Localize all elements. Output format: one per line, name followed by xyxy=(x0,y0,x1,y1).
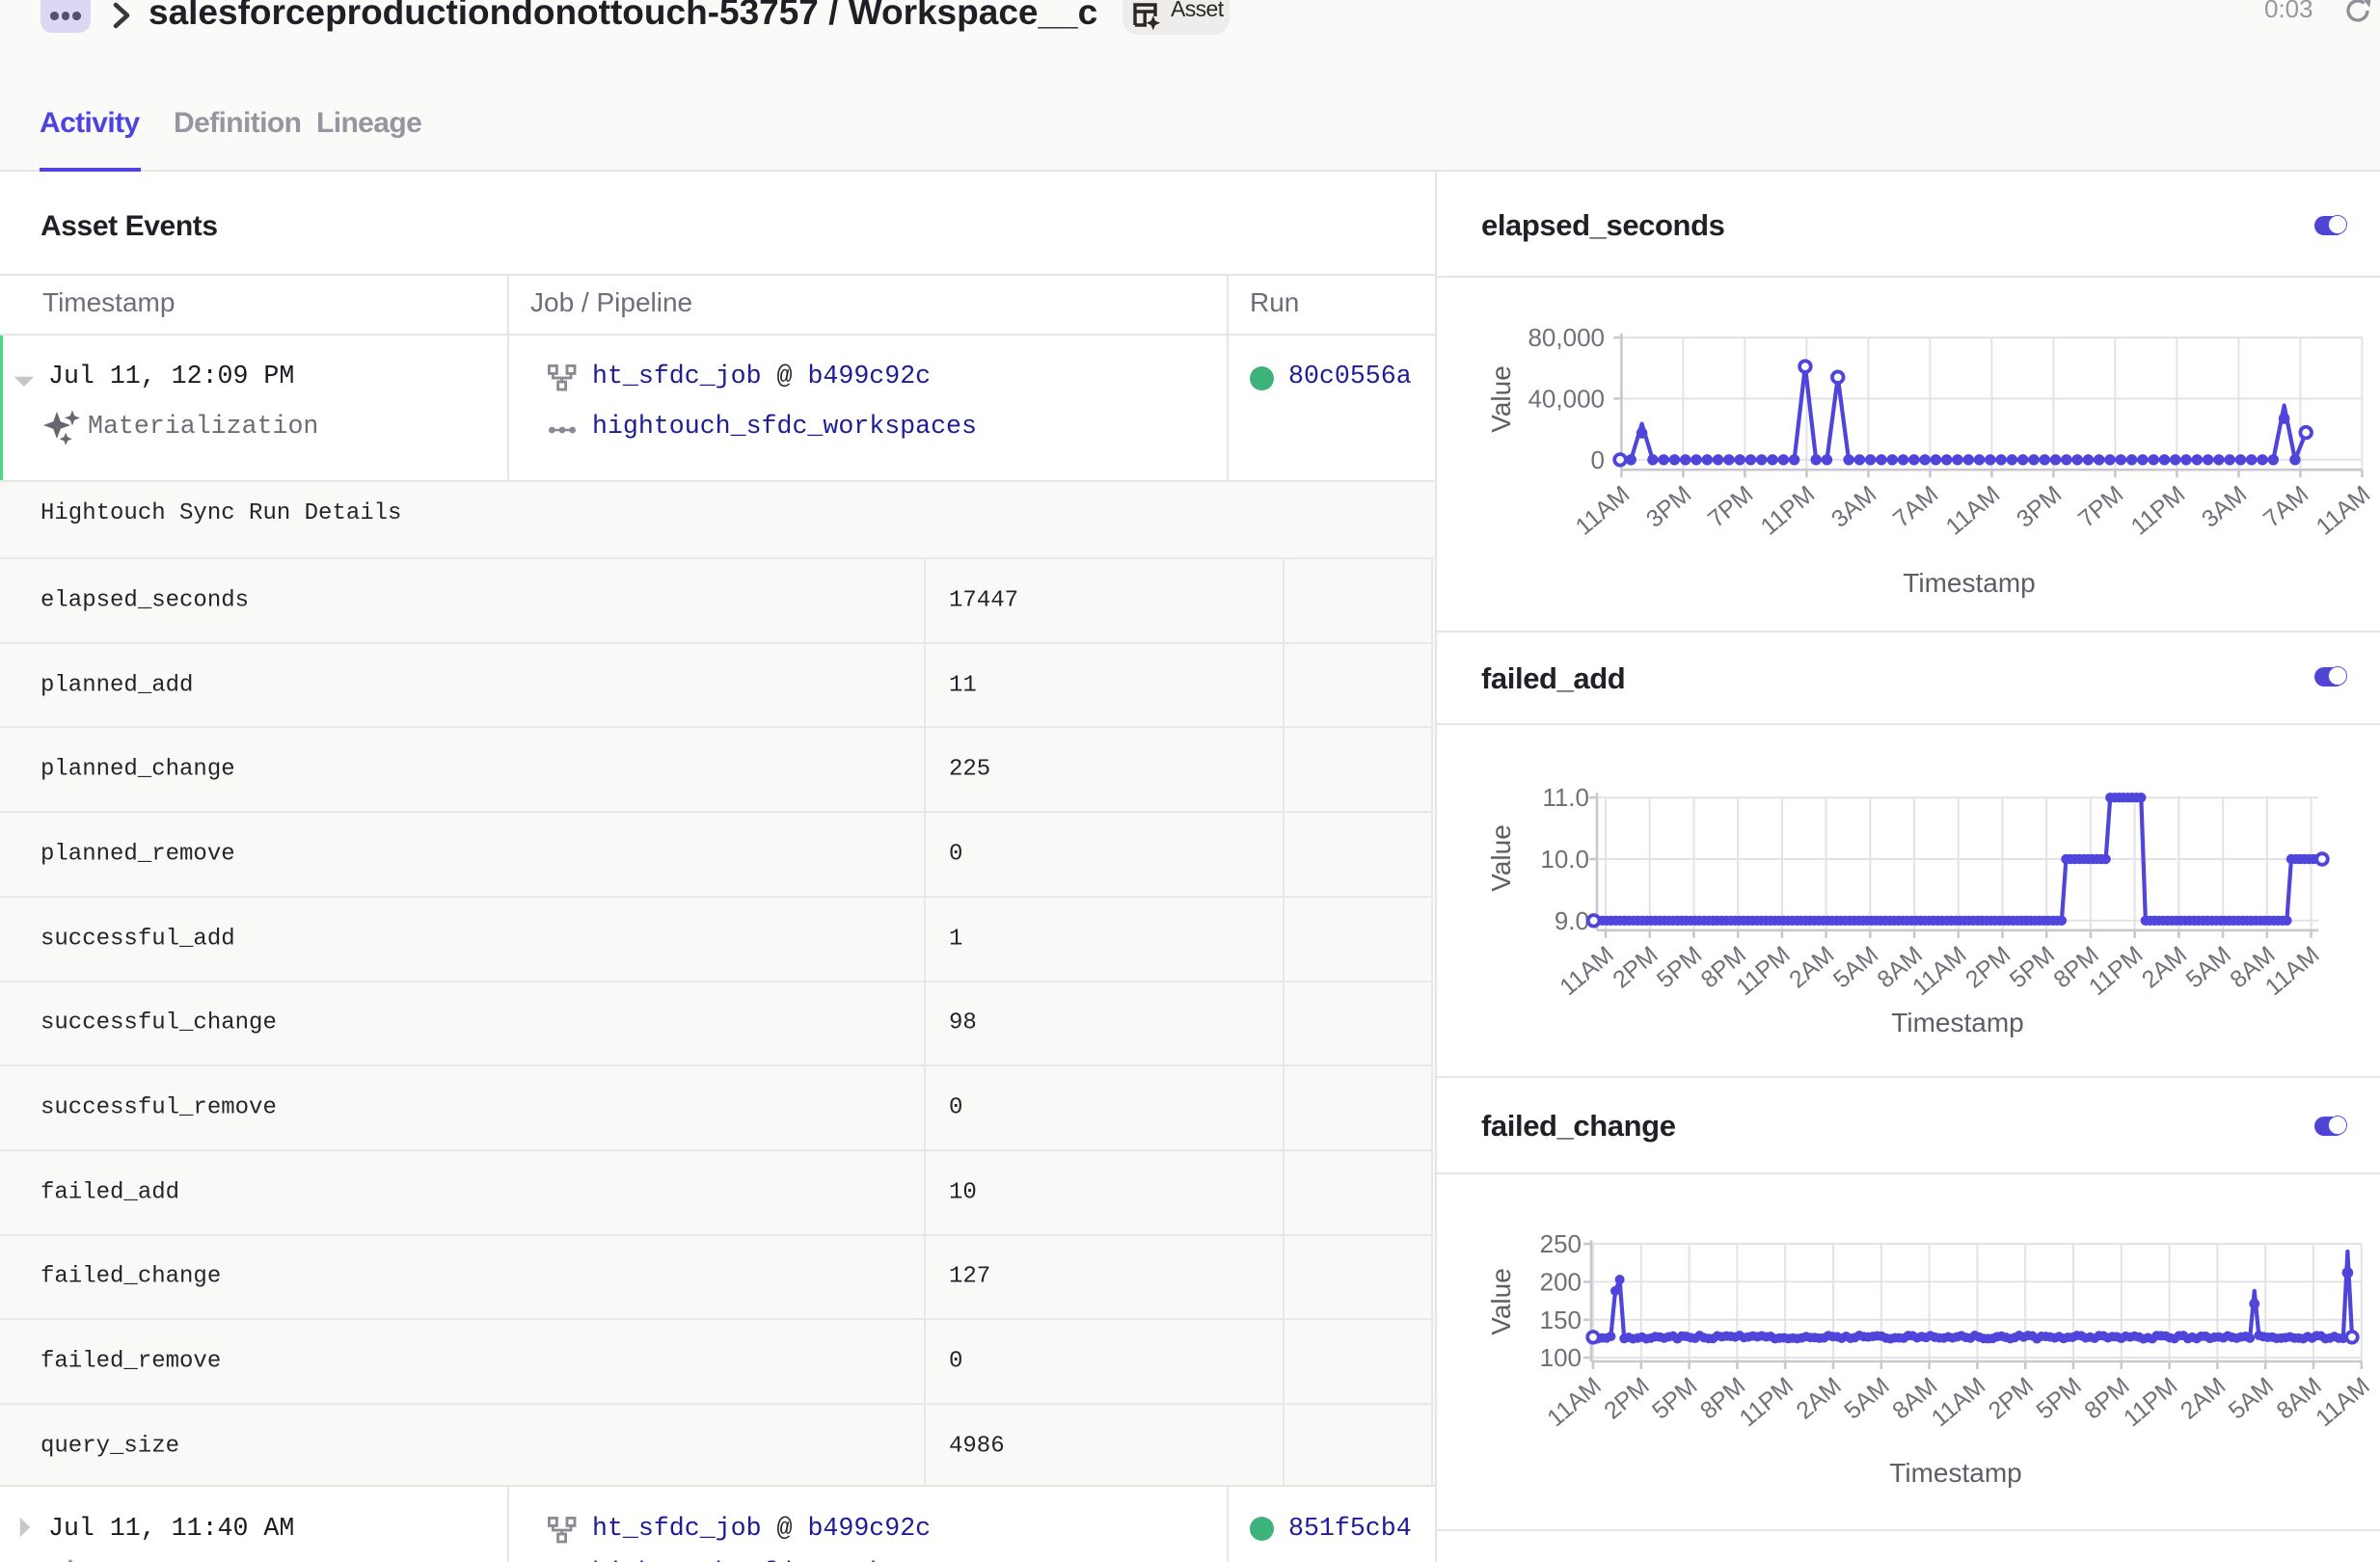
svg-text:Timestamp: Timestamp xyxy=(1903,568,2035,598)
svg-text:11AM: 11AM xyxy=(2311,1372,2375,1432)
svg-text:9.0: 9.0 xyxy=(1555,906,1589,935)
svg-text:11AM: 11AM xyxy=(1571,480,1636,540)
svg-text:2PM: 2PM xyxy=(1599,1372,1654,1424)
svg-text:5PM: 5PM xyxy=(2031,1372,2086,1424)
svg-text:2AM: 2AM xyxy=(1784,941,1839,993)
svg-text:3PM: 3PM xyxy=(1641,480,1696,532)
svg-text:5PM: 5PM xyxy=(1652,941,1707,993)
svg-text:3PM: 3PM xyxy=(2012,480,2067,532)
svg-text:Timestamp: Timestamp xyxy=(1891,1008,2023,1037)
svg-text:11AM: 11AM xyxy=(1927,1372,1991,1432)
svg-text:Value: Value xyxy=(1486,824,1516,892)
svg-text:11PM: 11PM xyxy=(1756,480,1821,540)
svg-text:7PM: 7PM xyxy=(2073,480,2128,532)
svg-text:11PM: 11PM xyxy=(2126,480,2191,540)
svg-text:7PM: 7PM xyxy=(1703,480,1758,532)
svg-text:11AM: 11AM xyxy=(1542,1372,1607,1432)
svg-text:3AM: 3AM xyxy=(1826,480,1881,532)
svg-text:80,000: 80,000 xyxy=(1528,323,1605,352)
svg-text:0: 0 xyxy=(1591,445,1605,474)
svg-text:150: 150 xyxy=(1540,1306,1582,1334)
svg-text:5PM: 5PM xyxy=(2005,941,2060,993)
svg-text:11.0: 11.0 xyxy=(1542,783,1589,812)
svg-text:3AM: 3AM xyxy=(2197,480,2252,532)
svg-text:11PM: 11PM xyxy=(2119,1372,2183,1432)
svg-text:250: 250 xyxy=(1540,1229,1582,1258)
svg-text:Timestamp: Timestamp xyxy=(1889,1458,2021,1488)
svg-text:2AM: 2AM xyxy=(2137,941,2192,993)
svg-text:11PM: 11PM xyxy=(1734,1372,1799,1432)
svg-text:2PM: 2PM xyxy=(1961,941,2015,993)
svg-text:7AM: 7AM xyxy=(2258,480,2313,532)
svg-text:7AM: 7AM xyxy=(1888,480,1943,532)
svg-text:2PM: 2PM xyxy=(1608,941,1663,993)
svg-text:5AM: 5AM xyxy=(1839,1372,1894,1424)
svg-text:100: 100 xyxy=(1540,1343,1582,1372)
svg-text:5PM: 5PM xyxy=(1647,1372,1702,1424)
svg-text:2AM: 2AM xyxy=(2176,1372,2231,1424)
svg-text:2PM: 2PM xyxy=(1984,1372,2039,1424)
svg-text:10.0: 10.0 xyxy=(1540,845,1589,874)
svg-text:40,000: 40,000 xyxy=(1528,384,1605,413)
svg-text:200: 200 xyxy=(1540,1267,1582,1296)
svg-text:5AM: 5AM xyxy=(1828,941,1883,993)
svg-text:5AM: 5AM xyxy=(2224,1372,2279,1424)
svg-text:Value: Value xyxy=(1486,365,1516,433)
svg-text:11AM: 11AM xyxy=(2312,480,2376,540)
svg-text:5AM: 5AM xyxy=(2181,941,2236,993)
svg-text:Value: Value xyxy=(1486,1268,1516,1335)
svg-text:11AM: 11AM xyxy=(1941,480,2006,540)
svg-text:2AM: 2AM xyxy=(1791,1372,1846,1424)
